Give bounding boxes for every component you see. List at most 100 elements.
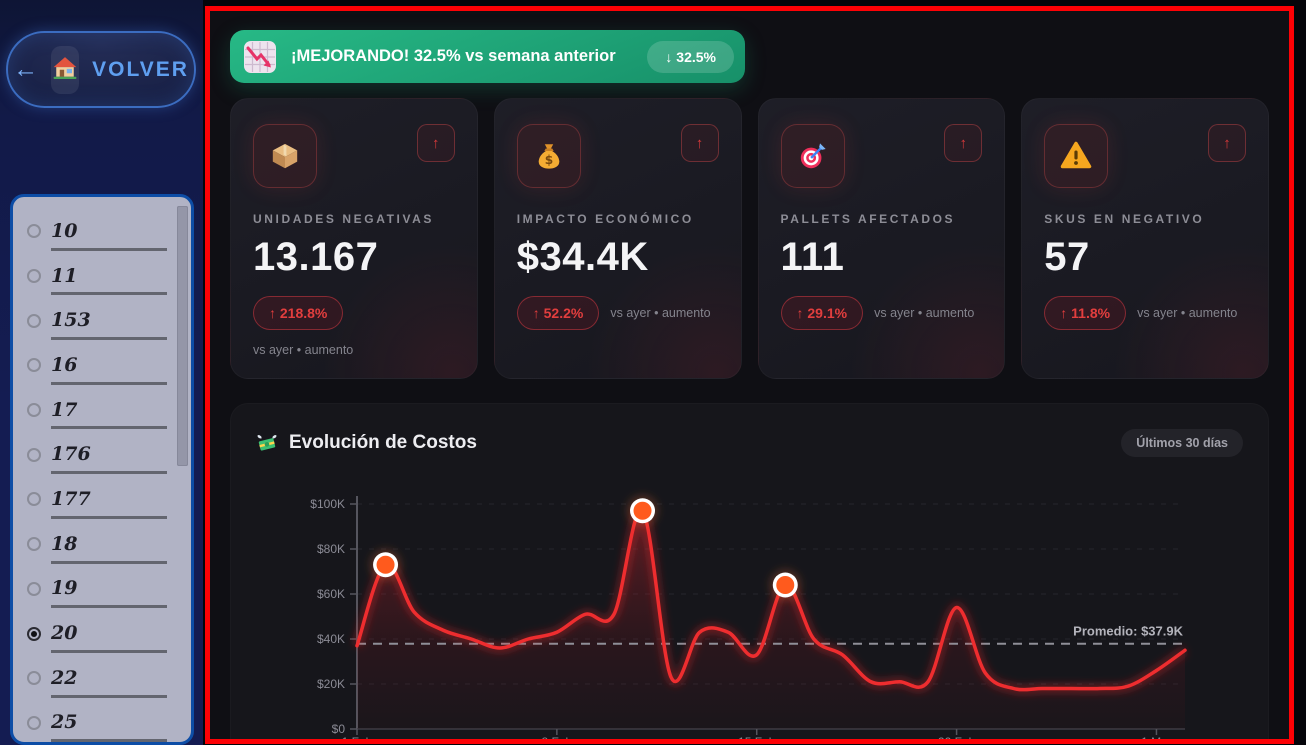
radio-option-153[interactable]: 153: [27, 298, 177, 343]
x-tick-label: 15 Feb: [738, 735, 776, 744]
radio-option-20[interactable]: 20: [27, 611, 177, 656]
chart-decreasing-icon: [243, 40, 277, 74]
radio-unselected-icon[interactable]: [27, 537, 41, 552]
x-tick-label: 1 Feb: [342, 735, 373, 744]
kpi-caption: vs ayer • aumento: [253, 343, 354, 357]
kpi-value: $34.4K: [516, 235, 649, 279]
radio-option-176[interactable]: 176: [27, 432, 177, 477]
y-tick-label: $100K: [310, 497, 345, 511]
option-list-panel: 10 11 153 16 17 176 177 18 19 20 22 25: [10, 194, 194, 745]
option-label: 16: [51, 353, 78, 376]
kpi-card-1: ↑ UNIDADES NEGATIVAS 13.167 ↑ 218.8% vs …: [230, 98, 478, 379]
scrollbar-thumb[interactable]: [177, 206, 188, 466]
radio-selected-icon[interactable]: [27, 626, 41, 641]
option-label: 20: [51, 622, 78, 645]
option-label: 25: [51, 711, 78, 734]
radio-option-16[interactable]: 16: [27, 343, 177, 388]
radio-unselected-icon[interactable]: [27, 403, 41, 418]
x-tick-label: 1 Mar: [1141, 735, 1172, 744]
option-label: 10: [51, 219, 78, 242]
radio-option-25[interactable]: 25: [27, 701, 177, 742]
option-underline: [51, 426, 167, 430]
banner-delta-badge: ↓ 32.5%: [647, 40, 734, 73]
radio-option-17[interactable]: 17: [27, 388, 177, 433]
average-label: Promedio: $37.9K: [1073, 624, 1183, 639]
option-underline: [51, 337, 167, 341]
option-underline: [51, 515, 167, 519]
option-label: 11: [51, 264, 78, 287]
kpi-cards-row: ↑ UNIDADES NEGATIVAS 13.167 ↑ 218.8% vs …: [230, 98, 1269, 379]
option-label: 18: [51, 532, 78, 555]
radio-unselected-icon[interactable]: [27, 581, 41, 596]
trend-up-icon: ↑: [944, 124, 983, 162]
radio-option-177[interactable]: 177: [27, 477, 177, 522]
back-button-label: VOLVER: [92, 57, 189, 81]
kpi-value: 13.167: [253, 235, 379, 279]
radio-unselected-icon[interactable]: [27, 447, 41, 462]
kpi-label: PALLETS AFECTADOS: [780, 212, 956, 226]
trend-up-icon: ↑: [416, 124, 455, 162]
chart-title: Evolución de Costos: [289, 432, 477, 453]
cost-line: [355, 508, 1187, 692]
radio-unselected-icon[interactable]: [27, 224, 41, 239]
kpi-caption: vs ayer • aumento: [874, 306, 975, 320]
trend-up-icon: ↑: [1208, 124, 1246, 162]
warning-icon: [1044, 124, 1109, 188]
option-label: 17: [51, 398, 78, 421]
kpi-card-4: ↑ SKUS EN NEGATIVO 57 ↑ 11.8% vs ayer • …: [1021, 98, 1269, 379]
option-underline: [51, 694, 167, 698]
option-label: 153: [51, 309, 91, 332]
kpi-value: 111: [780, 235, 845, 279]
y-tick-label: $60K: [317, 587, 345, 601]
option-underline: [51, 471, 167, 475]
delta-badge: ↑ 29.1%: [780, 296, 864, 330]
y-tick-label: $80K: [317, 542, 345, 556]
option-underline: [51, 649, 167, 653]
package-icon: [253, 124, 317, 188]
option-underline: [51, 560, 167, 564]
chart-header: Evolución de Costos Últimos 30 días: [256, 426, 1243, 460]
option-label: 176: [51, 443, 91, 466]
radio-option-10[interactable]: 10: [27, 209, 177, 254]
option-underline: [51, 739, 167, 742]
x-tick-label: 8 Feb: [542, 735, 573, 744]
option-underline: [51, 292, 167, 296]
svg-text:$: $: [545, 153, 553, 167]
radio-unselected-icon[interactable]: [27, 671, 41, 686]
radio-unselected-icon[interactable]: [27, 492, 41, 507]
delta-badge: ↑ 11.8%: [1044, 296, 1127, 330]
money-wings-icon: [256, 432, 278, 454]
option-label: 22: [51, 666, 78, 689]
target-icon: [780, 124, 845, 188]
y-tick-label: $0: [332, 722, 346, 736]
kpi-card-2: $ ↑ IMPACTO ECONÓMICO $34.4K ↑ 52.2% vs …: [494, 98, 742, 379]
kpi-value: 57: [1044, 235, 1090, 279]
y-tick-label: $20K: [317, 677, 345, 691]
money-bag-icon: $: [516, 124, 581, 188]
y-tick-label: $40K: [317, 632, 345, 646]
radio-unselected-icon[interactable]: [27, 269, 41, 284]
radio-option-11[interactable]: 11: [27, 254, 177, 299]
banner-text: ¡MEJORANDO! 32.5% vs semana anterior: [291, 47, 616, 65]
home-icon: [51, 45, 80, 94]
radio-unselected-icon[interactable]: [27, 313, 41, 328]
radio-option-18[interactable]: 18: [27, 522, 177, 567]
kpi-label: UNIDADES NEGATIVAS: [253, 212, 435, 226]
period-badge: Últimos 30 días: [1121, 429, 1243, 457]
option-underline: [51, 247, 167, 251]
kpi-caption: vs ayer • aumento: [610, 306, 711, 320]
option-label: 177: [51, 487, 91, 510]
radio-option-19[interactable]: 19: [27, 567, 177, 612]
radio-unselected-icon[interactable]: [27, 715, 41, 730]
x-tick-label: 22 Feb: [938, 735, 976, 744]
trend-up-icon: ↑: [680, 124, 719, 162]
delta-badge: ↑ 218.8%: [253, 296, 344, 330]
chart-card: Evolución de Costos Últimos 30 días $0 $2…: [230, 403, 1269, 744]
option-label: 19: [51, 577, 78, 600]
main-region: ¡MEJORANDO! 32.5% vs semana anterior ↓ 3…: [203, 0, 1306, 745]
sidebar: ← VOLVER 10 11 153 16 17 176 177 18 19 20 22 25: [0, 0, 203, 745]
kpi-card-3: ↑ PALLETS AFECTADOS 111 ↑ 29.1% vs ayer …: [758, 98, 1006, 379]
radio-unselected-icon[interactable]: [27, 358, 41, 373]
radio-option-22[interactable]: 22: [27, 656, 177, 701]
back-button[interactable]: ← VOLVER: [6, 31, 196, 108]
